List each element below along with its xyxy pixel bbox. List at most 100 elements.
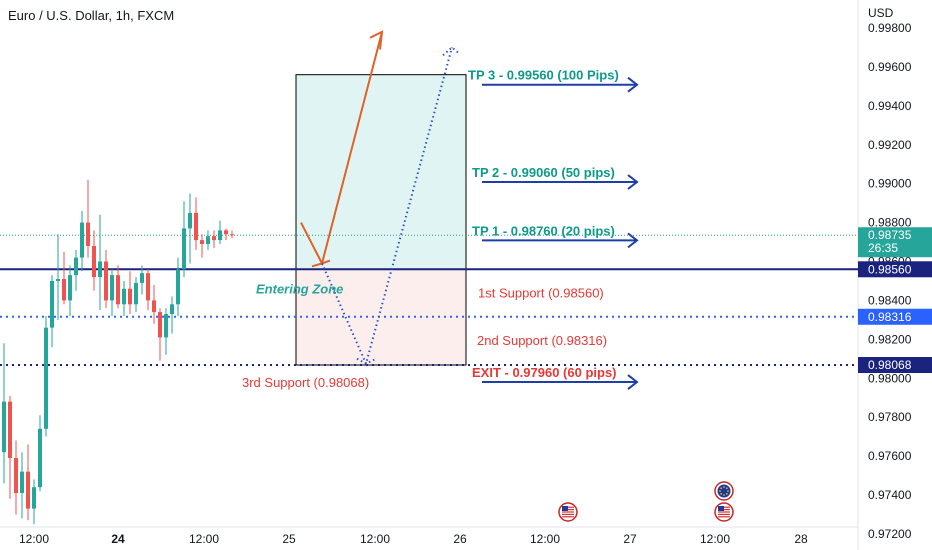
eu-star [726,493,728,495]
candle[interactable] [134,277,138,313]
annotation-label[interactable]: TP 1 - 0.98760 (20 pips) [472,223,615,238]
level-price-tag[interactable]: 0.98316 [858,308,932,325]
x-tick-label: 12:00 [19,532,49,546]
x-tick-label: 26 [453,532,467,546]
candle[interactable] [176,257,180,316]
candle[interactable] [116,265,120,309]
candle[interactable] [224,228,228,241]
x-tick-label: 27 [623,532,637,546]
level-price-tag[interactable]: 0.98560 [858,261,932,278]
candle[interactable] [164,308,168,355]
candle[interactable] [86,179,90,258]
candle[interactable] [44,315,48,437]
candle[interactable] [230,230,234,239]
arrow-head [627,232,639,249]
arrow-head [627,76,639,93]
annotation-arrow[interactable] [482,374,639,390]
candle-body [26,471,30,509]
y-tick-label: 0.98800 [868,216,912,230]
candle[interactable] [8,395,12,499]
us-flag-icon[interactable] [714,502,734,522]
level-price-tag[interactable]: 0.98068 [858,357,932,374]
candle-body [68,275,72,301]
level-price-tag-text: 0.98316 [868,310,912,324]
candle[interactable] [74,249,78,291]
us-flag-icon[interactable] [558,502,578,522]
arrow-head-orange [369,30,384,50]
candle-body [212,236,216,241]
eu-star [723,494,725,496]
candle-body [176,269,180,305]
candle-body [62,279,66,301]
candle[interactable] [110,269,114,316]
candle[interactable] [206,230,210,250]
annotation-label[interactable]: Entering Zone [256,282,343,297]
candle-body [98,261,102,278]
candle[interactable] [212,230,216,248]
candle[interactable] [170,296,174,334]
eu-flag-icon[interactable] [714,481,734,501]
x-tick-label: 24 [111,532,125,546]
candle-body [2,401,6,453]
annotation-arrow[interactable] [482,76,639,93]
candle[interactable] [38,415,42,492]
candle[interactable] [32,479,36,525]
level-price-tag-bg [858,357,932,374]
candle[interactable] [80,210,84,272]
candle-body [152,300,156,313]
candle[interactable] [56,234,60,320]
candle-body [146,273,150,301]
y-tick-label: 0.97800 [868,410,912,424]
candle-body [194,212,198,241]
y-tick-label: 0.97200 [868,527,912,541]
symbol-title[interactable]: Euro / U.S. Dollar, 1h, FXCM [8,8,174,23]
candle-body [224,230,228,235]
candle-body [140,273,144,283]
y-tick-label: 0.99600 [868,60,912,74]
candle[interactable] [62,251,66,305]
annotation-label[interactable]: 2nd Support (0.98316) [477,333,607,348]
candle[interactable] [128,271,132,315]
candle[interactable] [2,343,6,484]
x-tick-label: 12:00 [530,532,560,546]
candle-body [164,314,168,338]
candle[interactable] [122,280,126,316]
annotation-label[interactable]: 3rd Support (0.98068) [242,375,369,390]
annotation-label[interactable]: TP 3 - 0.99560 (100 Pips) [468,68,619,83]
candle[interactable] [92,230,96,291]
annotation-label[interactable]: 1st Support (0.98560) [478,286,604,301]
candle[interactable] [140,265,144,295]
candle[interactable] [188,193,192,264]
candle[interactable] [20,452,24,519]
level-price-tag-bg [858,308,932,325]
candle[interactable] [50,275,54,348]
candle[interactable] [218,220,222,244]
candle[interactable] [158,308,162,361]
candle[interactable] [152,284,156,324]
candle-body [38,428,42,488]
eu-star [720,487,722,489]
candle[interactable] [98,214,102,311]
annotation-arrow[interactable] [482,232,639,249]
annotation-label[interactable]: EXIT - 0.97960 (60 pips) [472,365,617,380]
y-tick-label: 0.99400 [868,99,912,113]
annotation-arrow[interactable] [482,174,639,190]
candle-body [122,288,126,305]
annotation-label[interactable]: TP 2 - 0.99060 (50 pips) [472,165,615,180]
candle[interactable] [146,269,150,311]
candle[interactable] [200,234,204,258]
y-tick-label: 0.97400 [868,488,912,502]
candle[interactable] [26,444,30,521]
candle[interactable] [14,440,18,515]
candle[interactable] [182,201,186,278]
candle-body [188,212,192,229]
x-tick-label: 28 [794,532,808,546]
candle-body [20,471,24,494]
profit-zone[interactable] [295,74,467,270]
candle[interactable] [104,249,108,309]
candle[interactable] [194,197,198,250]
candle[interactable] [68,265,72,316]
y-tick-label: 0.99000 [868,177,912,191]
